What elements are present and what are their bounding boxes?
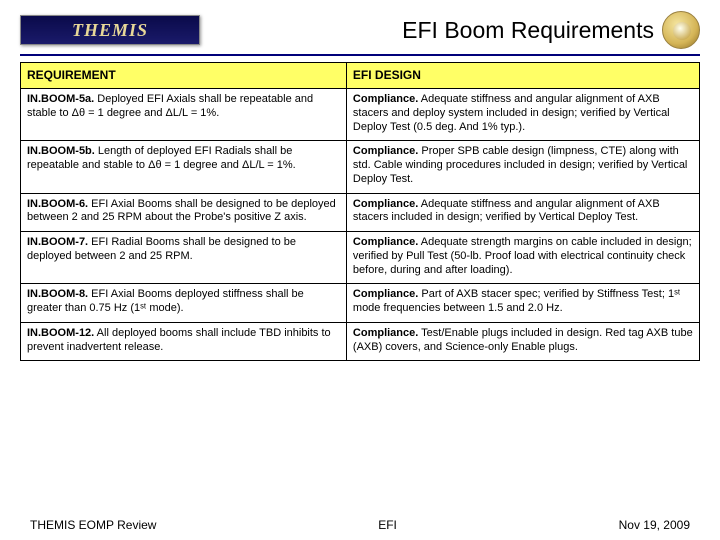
compliance-lead: Compliance.	[353, 145, 418, 157]
title-underline	[20, 54, 700, 56]
requirements-table-wrap: REQUIREMENT EFI DESIGN IN.BOOM-5a. Deplo…	[0, 62, 720, 361]
compliance-lead: Compliance.	[353, 288, 418, 300]
req-id: IN.BOOM-8.	[27, 288, 88, 300]
req-id: IN.BOOM-7.	[27, 236, 88, 248]
design-cell: Compliance. Part of AXB stacer spec; ver…	[346, 284, 699, 323]
req-cell: IN.BOOM-5b. Length of deployed EFI Radia…	[21, 141, 347, 193]
compliance-lead: Compliance.	[353, 93, 418, 105]
compliance-lead: Compliance.	[353, 236, 418, 248]
footer: THEMIS EOMP Review EFI Nov 19, 2009	[0, 518, 720, 532]
req-id: IN.BOOM-5b.	[27, 145, 95, 157]
themis-logo: THEMIS	[20, 15, 200, 45]
req-cell: IN.BOOM-7. EFI Radial Booms shall be des…	[21, 232, 347, 284]
table-row: IN.BOOM-5b. Length of deployed EFI Radia…	[21, 141, 700, 193]
requirements-table: REQUIREMENT EFI DESIGN IN.BOOM-5a. Deplo…	[20, 62, 700, 361]
req-id: IN.BOOM-12.	[27, 327, 94, 339]
design-cell: Compliance. Test/Enable plugs included i…	[346, 322, 699, 361]
table-row: IN.BOOM-6. EFI Axial Booms shall be desi…	[21, 193, 700, 232]
table-row: IN.BOOM-7. EFI Radial Booms shall be des…	[21, 232, 700, 284]
design-cell: Compliance. Adequate stiffness and angul…	[346, 193, 699, 232]
req-id: IN.BOOM-5a.	[27, 93, 94, 105]
header-bar: THEMIS EFI Boom Requirements	[0, 0, 720, 54]
design-cell: Compliance. Proper SPB cable design (lim…	[346, 141, 699, 193]
mission-badge-icon	[662, 11, 700, 49]
table-row: IN.BOOM-12. All deployed booms shall inc…	[21, 322, 700, 361]
req-cell: IN.BOOM-6. EFI Axial Booms shall be desi…	[21, 193, 347, 232]
req-id: IN.BOOM-6.	[27, 198, 88, 210]
col-header-requirement: REQUIREMENT	[21, 63, 347, 89]
col-header-design: EFI DESIGN	[346, 63, 699, 89]
compliance-lead: Compliance.	[353, 198, 418, 210]
table-row: IN.BOOM-8. EFI Axial Booms deployed stif…	[21, 284, 700, 323]
footer-left: THEMIS EOMP Review	[30, 518, 156, 532]
table-header-row: REQUIREMENT EFI DESIGN	[21, 63, 700, 89]
logo-text: THEMIS	[72, 20, 148, 41]
req-cell: IN.BOOM-8. EFI Axial Booms deployed stif…	[21, 284, 347, 323]
footer-center: EFI	[378, 518, 397, 532]
design-cell: Compliance. Adequate stiffness and angul…	[346, 89, 699, 141]
table-row: IN.BOOM-5a. Deployed EFI Axials shall be…	[21, 89, 700, 141]
page-title: EFI Boom Requirements	[200, 17, 662, 44]
compliance-lead: Compliance.	[353, 327, 418, 339]
design-cell: Compliance. Adequate strength margins on…	[346, 232, 699, 284]
req-cell: IN.BOOM-12. All deployed booms shall inc…	[21, 322, 347, 361]
footer-right: Nov 19, 2009	[619, 518, 690, 532]
req-cell: IN.BOOM-5a. Deployed EFI Axials shall be…	[21, 89, 347, 141]
